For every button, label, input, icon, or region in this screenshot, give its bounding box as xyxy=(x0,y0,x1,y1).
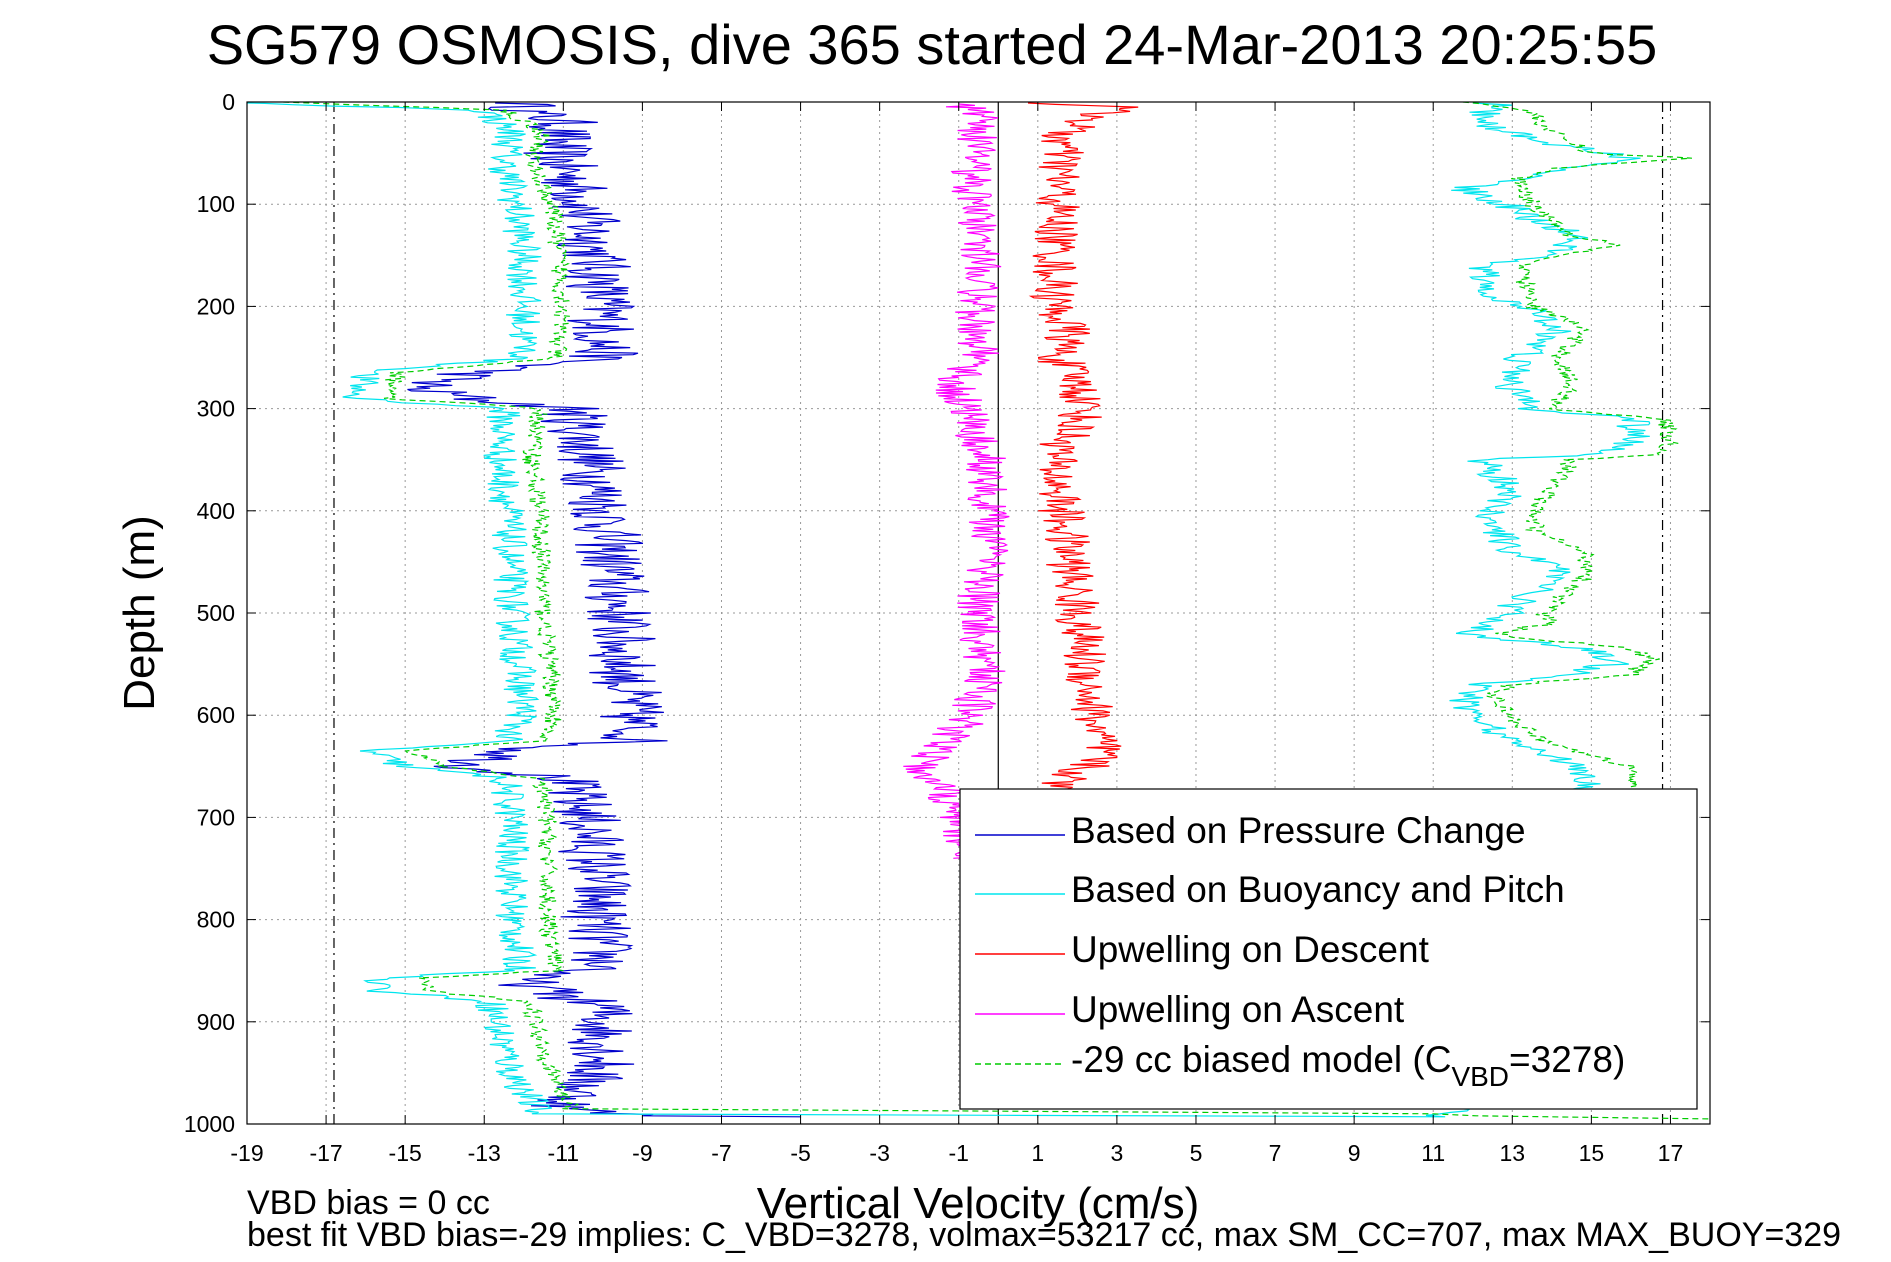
x-tick-label: -11 xyxy=(548,1140,580,1166)
y-tick-label: 700 xyxy=(197,804,235,830)
x-tick-label: -1 xyxy=(949,1140,969,1166)
x-tick-label: 13 xyxy=(1500,1140,1526,1166)
x-tick-label: -15 xyxy=(389,1140,422,1166)
y-tick-label: 800 xyxy=(197,907,235,933)
x-tick-label: 5 xyxy=(1190,1140,1203,1166)
x-tick-label: -13 xyxy=(468,1140,501,1166)
x-axis-label: Vertical Velocity (cm/s) xyxy=(757,1179,1200,1228)
y-tick-labels: 0 100 200 300 400 500 600 700 800 900 1000 xyxy=(184,89,235,1137)
x-tick-label: 9 xyxy=(1348,1140,1361,1166)
y-tick-label: 200 xyxy=(197,293,235,319)
y-tick-label: 900 xyxy=(197,1009,235,1035)
chart-title: SG579 OSMOSIS, dive 365 started 24-Mar-2… xyxy=(207,13,1658,76)
x-tick-label: 11 xyxy=(1421,1140,1445,1166)
legend-label-sub: VBD xyxy=(1451,1061,1509,1092)
x-tick-label: 7 xyxy=(1269,1140,1282,1166)
y-tick-label: 300 xyxy=(197,396,235,422)
x-tick-label: 15 xyxy=(1579,1140,1605,1166)
x-tick-label: -5 xyxy=(790,1140,810,1166)
y-tick-label: 500 xyxy=(197,600,235,626)
series-line-4 xyxy=(283,102,1710,1120)
x-tick-label: -3 xyxy=(869,1140,889,1166)
legend: Based on Pressure Change Based on Buoyanc… xyxy=(959,788,1698,1110)
series-line-1 xyxy=(247,102,1651,1118)
series-line-3 xyxy=(903,103,1010,859)
legend-label-3: Upwelling on Ascent xyxy=(1071,989,1405,1030)
y-tick-label: 100 xyxy=(197,191,235,217)
legend-label-2: Upwelling on Descent xyxy=(1071,929,1430,970)
legend-box xyxy=(959,788,1698,1110)
y-tick-label: 1000 xyxy=(184,1111,235,1137)
x-tick-label: -17 xyxy=(309,1140,342,1166)
legend-label-0: Based on Pressure Change xyxy=(1071,810,1526,851)
x-tick-label: -9 xyxy=(632,1140,652,1166)
footer-line-1: VBD bias = 0 cc xyxy=(247,1184,490,1222)
y-tick-label: 600 xyxy=(197,702,235,728)
series-group xyxy=(247,102,1710,1120)
series-line-2 xyxy=(1025,102,1139,818)
y-tick-label: 400 xyxy=(197,498,235,524)
legend-label-suffix: =3278) xyxy=(1509,1039,1625,1080)
ticks xyxy=(246,101,1710,1125)
series-line-0 xyxy=(407,102,801,1118)
x-tick-label: -7 xyxy=(711,1140,731,1166)
legend-label-prefix: -29 cc biased model (C xyxy=(1071,1039,1451,1080)
legend-label-4: -29 cc biased model (CVBD=3278) xyxy=(1071,1039,1625,1092)
legend-label-1: Based on Buoyancy and Pitch xyxy=(1071,869,1565,910)
series-line-5 xyxy=(1462,102,1692,788)
x-tick-label: -19 xyxy=(230,1140,263,1166)
footer-line-2: best fit VBD bias=-29 implies: C_VBD=327… xyxy=(247,1216,1841,1254)
y-axis-label: Depth (m) xyxy=(115,515,164,711)
x-tick-label: 17 xyxy=(1658,1140,1684,1166)
x-tick-labels: -19 -17 -15 -13 -11 -9 -7 -5 -3 -1 1 3 5 7 9 11 13 15 17 xyxy=(230,1140,1683,1166)
x-tick-label: 3 xyxy=(1110,1140,1123,1166)
y-tick-label: 0 xyxy=(222,89,235,115)
x-tick-label: 1 xyxy=(1031,1140,1044,1166)
